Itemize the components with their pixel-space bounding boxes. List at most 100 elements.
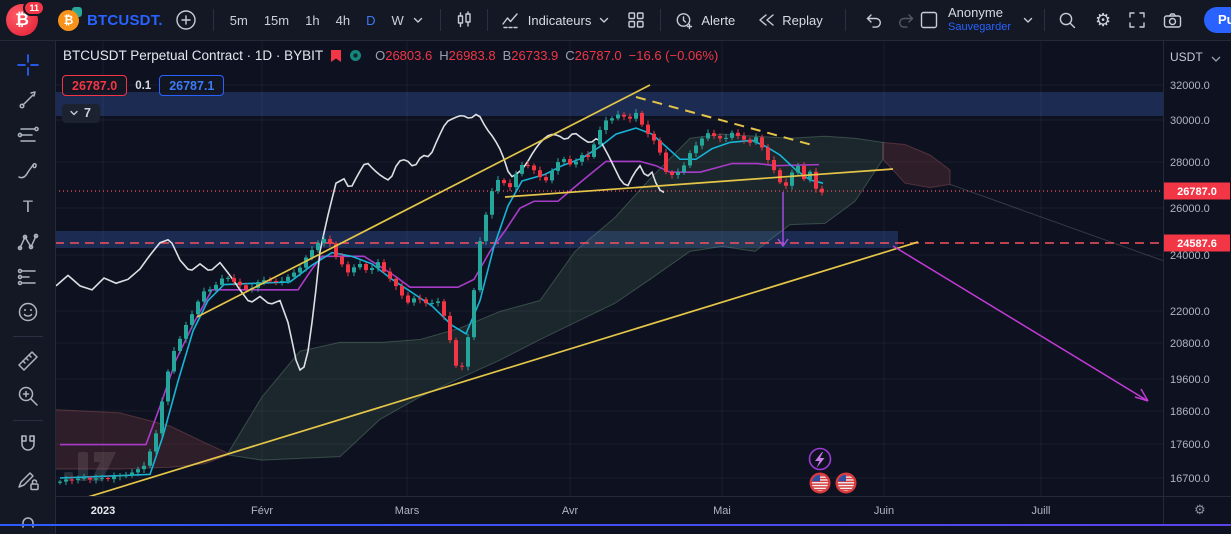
prediction-tool-icon[interactable]: [11, 260, 45, 293]
svg-text:19600.0: 19600.0: [1170, 374, 1210, 386]
gridlines: [55, 40, 1163, 496]
alert-clock-icon[interactable]: [674, 10, 695, 31]
symbol-search-button[interactable]: BTCUSDT.: [87, 11, 163, 29]
svg-text:USDT: USDT: [1170, 50, 1203, 64]
ichimoku-cloud: [55, 409, 229, 470]
drawing-toolbar: T: [0, 40, 56, 534]
magnet-icon[interactable]: [11, 428, 45, 461]
account-menu[interactable]: Anonyme Sauvegarder: [948, 5, 1011, 34]
divider: [12, 419, 43, 421]
divider: [660, 9, 662, 31]
tf-1d[interactable]: D: [366, 12, 376, 28]
buy-sell-widget: 26787.0 0.1 26787.1: [62, 75, 225, 96]
divider: [844, 9, 846, 31]
settings-gear-icon[interactable]: ⚙: [1095, 9, 1112, 31]
pattern-tool-icon[interactable]: [11, 225, 45, 258]
svg-text:24587.6: 24587.6: [1177, 238, 1217, 250]
divider: [12, 336, 43, 338]
layout-grid-icon[interactable]: [626, 10, 646, 30]
ichimoku-cloud: [882, 141, 951, 189]
highlight-band: [55, 92, 1163, 116]
search-icon[interactable]: [1057, 10, 1078, 31]
measure-ruler-icon[interactable]: [11, 344, 45, 377]
kijun-line: [60, 160, 820, 446]
axis-currency-chevron-icon: [1211, 56, 1221, 62]
svg-text:T: T: [22, 197, 32, 216]
change-readout: −16.6 (−0.06%): [628, 48, 719, 63]
multichart-layout-icon[interactable]: [918, 9, 940, 31]
svg-text:17600.0: 17600.0: [1170, 439, 1210, 451]
emoji-tool-icon[interactable]: [11, 296, 45, 329]
header-right-group: Anonyme Sauvegarder ⚙: [918, 0, 1183, 40]
tf-1w[interactable]: W: [391, 12, 404, 28]
time-axis: 2023 Févr Mars Avr Mai Juin Juill: [91, 505, 1051, 517]
redo-icon[interactable]: [897, 10, 917, 30]
tf-5m[interactable]: 5m: [229, 12, 248, 28]
indicators-collapse-button[interactable]: 7: [62, 104, 100, 123]
publish-button[interactable]: Pu: [1204, 7, 1231, 33]
chevron-down-icon: [70, 110, 78, 116]
alert-button[interactable]: Alerte: [701, 12, 736, 28]
candles-layer: [58, 109, 824, 485]
timeframe-menu-chevron-icon[interactable]: [411, 13, 425, 27]
fullscreen-icon[interactable]: [1127, 10, 1147, 30]
save-button[interactable]: Sauvegarder: [948, 21, 1011, 34]
fib-retracement-tool-icon[interactable]: [11, 119, 45, 152]
tf-15m[interactable]: 15m: [263, 12, 290, 28]
account-name: Anonyme: [948, 5, 1003, 21]
indicators-button[interactable]: Indicateurs: [527, 12, 592, 28]
tf-1h[interactable]: 1h: [305, 12, 320, 28]
app-logo[interactable]: ₿ 11: [6, 0, 45, 36]
trendline-tool-icon[interactable]: [11, 83, 45, 116]
svg-text:Févr: Févr: [251, 505, 273, 517]
undo-icon[interactable]: [863, 10, 883, 30]
projection-arrow: [892, 245, 1149, 402]
notification-badge[interactable]: 11: [23, 0, 45, 16]
flag-icon[interactable]: [330, 49, 342, 63]
svg-text:Mars: Mars: [395, 505, 420, 517]
sell-button[interactable]: 26787.0: [62, 75, 128, 96]
svg-text:18600.0: 18600.0: [1170, 406, 1210, 418]
lower-highs-dashed: [635, 96, 817, 147]
text-tool-icon[interactable]: T: [11, 190, 45, 223]
svg-text:Juill: Juill: [1032, 505, 1051, 517]
highlight-band: [55, 231, 898, 248]
event-marker-flag: [809, 472, 831, 494]
spread-value: 0.1: [135, 79, 152, 92]
event-marker-flag: [835, 472, 857, 494]
wedge-lower-trendline: [88, 241, 919, 496]
buy-button[interactable]: 26787.1: [159, 75, 225, 96]
svg-text:28000.0: 28000.0: [1170, 157, 1210, 169]
replay-button[interactable]: Replay: [782, 12, 823, 28]
svg-text:22000.0: 22000.0: [1170, 306, 1210, 318]
divider: [439, 9, 441, 31]
price-tag: 24587.6: [1164, 234, 1230, 252]
zoom-in-icon[interactable]: [11, 380, 45, 413]
divider: [486, 9, 488, 31]
screenshot-camera-icon[interactable]: [1162, 10, 1183, 31]
drawing-lock-icon[interactable]: [11, 463, 45, 496]
chart-plot: [55, 84, 1163, 496]
wedge-upper-trendline: [196, 84, 651, 318]
ohlc-readout: O26803.6 H26983.8 B26733.9 C26787.0: [375, 48, 622, 63]
lock-all-icon[interactable]: [11, 499, 45, 532]
svg-text:26000.0: 26000.0: [1170, 203, 1210, 215]
chart-type-candles-icon[interactable]: [454, 10, 474, 30]
support-trendline: [504, 168, 894, 198]
svg-text:Avr: Avr: [562, 505, 579, 517]
indicators-chevron-icon[interactable]: [597, 13, 611, 27]
chart-legend[interactable]: BTCUSDT Perpetual Contract · 1D · BYBIT …: [63, 48, 718, 63]
cloud-tail: [949, 183, 1163, 262]
indicators-icon[interactable]: [500, 10, 521, 31]
crosshair-tool-icon[interactable]: [11, 48, 45, 81]
top-toolbar: ₿ 11 ₿ BTCUSDT. 5m 15m 1h 4h D W Indicat…: [0, 0, 1231, 41]
compare-add-icon[interactable]: [175, 9, 197, 31]
account-chevron-icon[interactable]: [1021, 13, 1035, 27]
lagging-span-line: [55, 113, 665, 372]
svg-text:32000.0: 32000.0: [1170, 80, 1210, 92]
brush-tool-icon[interactable]: [11, 154, 45, 187]
tf-4h[interactable]: 4h: [335, 12, 351, 28]
live-status-icon: [350, 50, 362, 61]
replay-icon[interactable]: [756, 10, 776, 30]
